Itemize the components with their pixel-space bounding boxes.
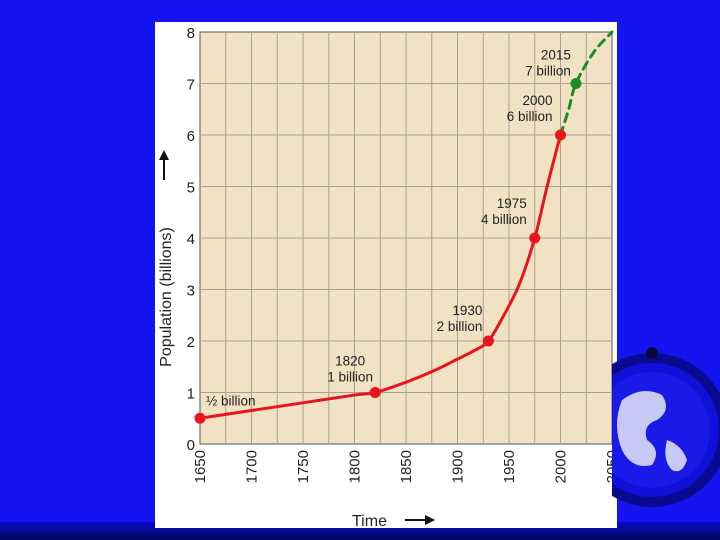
data-point [529, 232, 541, 244]
data-label: 1 billion [327, 370, 373, 385]
projection-line [559, 30, 614, 137]
x-axis-title: Time [352, 513, 387, 528]
data-point [194, 412, 206, 424]
chart-panel: ½ billion 1820 1 billion 1930 2 billion 1975 4… [155, 22, 617, 528]
data-label: ½ billion [206, 393, 256, 408]
data-point [369, 387, 381, 398]
y-tick-label: 4 [187, 231, 195, 248]
x-tick-label: 1950 [501, 450, 518, 483]
data-label: 4 billion [481, 212, 527, 227]
x-tick-label: 2000 [553, 450, 570, 483]
y-tick-label: 0 [187, 437, 195, 454]
y-tick-label: 8 [187, 25, 195, 42]
data-point [482, 335, 494, 347]
x-tick-label: 1800 [347, 450, 364, 483]
y-tick-label: 7 [187, 77, 195, 94]
x-tick-label: 1700 [244, 450, 261, 483]
x-tick-label: 1850 [398, 450, 415, 483]
y-tick-label: 6 [187, 128, 195, 145]
y-tick-label: 1 [187, 386, 195, 403]
data-label: 1975 [497, 196, 527, 211]
y-axis-title: Population (billions) [158, 227, 175, 367]
data-point [555, 129, 566, 141]
data-label: 2 billion [437, 319, 483, 334]
data-label: 1930 [452, 303, 482, 318]
data-label: 6 billion [507, 109, 553, 124]
data-label: 7 billion [525, 64, 571, 79]
tick-labels: 0 1 2 3 4 5 6 7 8 1650 1700 1750 1800 1850 1900 1950 200… [187, 25, 617, 483]
data-markers [194, 78, 582, 424]
y-tick-label: 2 [187, 334, 195, 351]
series-lines [198, 30, 614, 420]
right-arrow-icon [405, 515, 435, 525]
y-tick-label: 5 [187, 180, 195, 197]
data-label: 2015 [541, 48, 571, 63]
data-label: 1820 [335, 354, 365, 369]
x-tick-label: 1650 [192, 450, 209, 483]
up-arrow-icon [159, 150, 169, 180]
data-label: 2000 [522, 93, 552, 108]
x-tick-label: 1900 [450, 450, 467, 483]
x-tick-label: 1750 [295, 450, 312, 483]
y-tick-label: 3 [187, 283, 195, 300]
globe-decoration [612, 347, 720, 507]
population-line [198, 133, 562, 420]
data-point [570, 78, 582, 89]
grid [200, 32, 612, 444]
